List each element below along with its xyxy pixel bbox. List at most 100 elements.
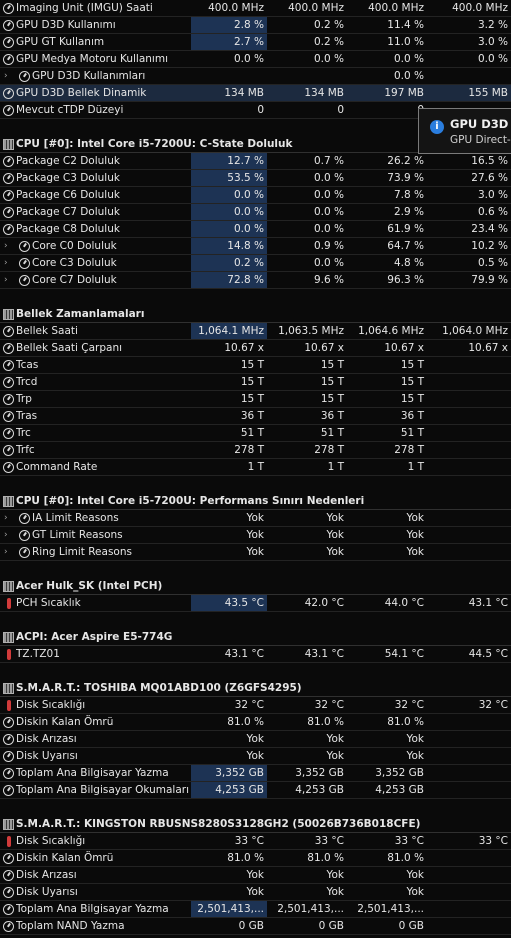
sensor-row[interactable]: › GT Limit Reasons Yok Yok Yok bbox=[0, 527, 511, 544]
sensor-row[interactable]: GPU D3D Kullanımı 2.8 % 0.2 % 11.4 % 3.2 % bbox=[0, 17, 511, 34]
gauge-icon bbox=[19, 71, 30, 82]
sensor-row[interactable]: Toplam Ana Bilgisayar Okumaları 4,253 GB 4… bbox=[0, 782, 511, 799]
gauge-icon bbox=[3, 904, 14, 915]
info-icon: i bbox=[430, 120, 444, 134]
sensor-row[interactable]: Diskin Kalan Ömrü 81.0 % 81.0 % 81.0 % bbox=[0, 850, 511, 867]
max-value: Yok bbox=[406, 869, 424, 881]
min-value: 0.7 % bbox=[313, 155, 344, 167]
current-value: 15 T bbox=[240, 359, 264, 371]
current-value: 2,501,413,... bbox=[191, 901, 267, 917]
sensor-row[interactable]: Trp 15 T 15 T 15 T bbox=[0, 391, 511, 408]
sensor-row[interactable]: Bellek Saati Çarpanı 10.67 x 10.67 x 10.67 … bbox=[0, 340, 511, 357]
section-title: Bellek Zamanlamaları bbox=[16, 308, 145, 320]
gauge-icon bbox=[3, 3, 14, 14]
sensor-row[interactable]: › Ring Limit Reasons Yok Yok Yok bbox=[0, 544, 511, 561]
sensor-row[interactable]: Tras 36 T 36 T 36 T bbox=[0, 408, 511, 425]
min-value: 0.0 % bbox=[313, 206, 344, 218]
sensor-row[interactable]: Toplam Ana Bilgisayar Yazma 3,352 GB 3,352… bbox=[0, 765, 511, 782]
current-value: 10.67 x bbox=[224, 342, 264, 354]
max-value: 2,501,413,... bbox=[357, 903, 424, 915]
avg-value bbox=[431, 782, 511, 798]
min-value: Yok bbox=[326, 512, 344, 524]
chip-icon bbox=[3, 496, 14, 507]
current-value: 0 bbox=[257, 104, 264, 116]
sensor-row[interactable]: PCH Sıcaklık 43.5 °C 42.0 °C 44.0 °C 43.1 °C bbox=[0, 595, 511, 612]
gauge-icon bbox=[3, 360, 14, 371]
sensor-row[interactable]: Disk Arızası Yok Yok Yok bbox=[0, 867, 511, 884]
sensor-row[interactable]: Package C6 Doluluk 0.0 % 0.0 % 7.8 % 3.0 % bbox=[0, 187, 511, 204]
min-value: Yok bbox=[326, 869, 344, 881]
gauge-icon bbox=[3, 768, 14, 779]
sensor-row[interactable]: Disk Uyarısı Yok Yok Yok bbox=[0, 884, 511, 901]
max-value: 15 T bbox=[400, 376, 424, 388]
expand-chevron-icon[interactable]: › bbox=[4, 258, 8, 268]
expand-chevron-icon[interactable]: › bbox=[4, 241, 8, 251]
section-header[interactable]: ACPI: Acer Aspire E5-774G bbox=[0, 629, 511, 646]
sensor-row[interactable]: › Core C0 Doluluk 14.8 % 0.9 % 64.7 % 10.2 % bbox=[0, 238, 511, 255]
sensor-row[interactable]: Package C7 Doluluk 0.0 % 0.0 % 2.9 % 0.6 % bbox=[0, 204, 511, 221]
section-header[interactable]: S.M.A.R.T.: KINGSTON RBUSNS8280S3128GH2 … bbox=[0, 816, 511, 833]
sensor-row[interactable]: Command Rate 1 T 1 T 1 T bbox=[0, 459, 511, 476]
sensor-row[interactable]: Trc 51 T 51 T 51 T bbox=[0, 425, 511, 442]
sensor-row[interactable]: Package C3 Doluluk 53.5 % 0.0 % 73.9 % 27.6 … bbox=[0, 170, 511, 187]
max-value: 33 °C bbox=[394, 835, 424, 847]
sensor-row[interactable]: Trfc 278 T 278 T 278 T bbox=[0, 442, 511, 459]
sensor-row[interactable]: Imaging Unit (IMGU) Saati 400.0 MHz 400.0 … bbox=[0, 0, 511, 17]
section-header[interactable]: CPU [#0]: Intel Core i5-7200U: C-State D… bbox=[0, 136, 511, 153]
sensor-label: Core C3 Doluluk bbox=[32, 257, 117, 269]
sensor-row[interactable]: Disk Arızası Yok Yok Yok bbox=[0, 731, 511, 748]
section-header[interactable]: Bellek Zamanlamaları bbox=[0, 306, 511, 323]
current-value: 51 T bbox=[240, 427, 264, 439]
sensor-row[interactable]: GPU Medya Motoru Kullanımı 0.0 % 0.0 % 0.0 … bbox=[0, 51, 511, 68]
section-header[interactable]: Acer Hulk_SK (Intel PCH) bbox=[0, 578, 511, 595]
current-value: 12.7 % bbox=[191, 153, 267, 169]
sensor-row[interactable]: Disk Uyarısı Yok Yok Yok bbox=[0, 748, 511, 765]
avg-value bbox=[431, 425, 511, 441]
sensor-row[interactable]: Toplam Ana Bilgisayar Yazma 2,501,413,...… bbox=[0, 901, 511, 918]
max-value: 4.8 % bbox=[393, 257, 424, 269]
sensor-row[interactable]: Package C2 Doluluk 12.7 % 0.7 % 26.2 % 16.5 … bbox=[0, 153, 511, 170]
sensor-row[interactable]: › IA Limit Reasons Yok Yok Yok bbox=[0, 510, 511, 527]
avg-value: 44.5 °C bbox=[468, 648, 508, 660]
chip-icon bbox=[3, 139, 14, 150]
sensor-row[interactable]: Disk Sıcaklığı 32 °C 32 °C 32 °C 32 °C bbox=[0, 697, 511, 714]
max-value: 3,352 GB bbox=[375, 767, 424, 779]
expand-chevron-icon[interactable]: › bbox=[4, 547, 8, 557]
min-value: 0.2 % bbox=[313, 19, 344, 31]
sensor-row[interactable]: Disk Sıcaklığı 33 °C 33 °C 33 °C 33 °C bbox=[0, 833, 511, 850]
section-header[interactable]: CPU [#0]: Intel Core i5-7200U: Performan… bbox=[0, 493, 511, 510]
spacer-row bbox=[0, 612, 511, 629]
sensor-row[interactable]: Diskin Kalan Ömrü 81.0 % 81.0 % 81.0 % bbox=[0, 714, 511, 731]
current-value: Yok bbox=[246, 512, 264, 524]
sensor-row[interactable]: Tcas 15 T 15 T 15 T bbox=[0, 357, 511, 374]
sensor-row[interactable]: TZ.TZ01 43.1 °C 43.1 °C 54.1 °C 44.5 °C bbox=[0, 646, 511, 663]
sensor-label: Disk Sıcaklığı bbox=[16, 699, 86, 711]
gauge-icon bbox=[3, 785, 14, 796]
sensor-row[interactable]: GPU GT Kullanım 2.7 % 0.2 % 11.0 % 3.0 % bbox=[0, 34, 511, 51]
max-value: 2.9 % bbox=[393, 206, 424, 218]
expand-chevron-icon[interactable]: › bbox=[4, 275, 8, 285]
avg-value: 400.0 MHz bbox=[452, 2, 508, 14]
gauge-icon bbox=[19, 530, 30, 541]
section-title: Acer Hulk_SK (Intel PCH) bbox=[16, 580, 163, 592]
min-value: 33 °C bbox=[314, 835, 344, 847]
sensor-row[interactable]: › GPU D3D Kullanımları 0.0 % bbox=[0, 68, 511, 85]
expand-chevron-icon[interactable]: › bbox=[4, 513, 8, 523]
section-header[interactable]: S.M.A.R.T.: TOSHIBA MQ01ABD100 (Z6GFS429… bbox=[0, 680, 511, 697]
avg-value: 3.2 % bbox=[477, 19, 508, 31]
sensor-row[interactable]: › Core C3 Doluluk 0.2 % 0.0 % 4.8 % 0.5 % bbox=[0, 255, 511, 272]
expand-chevron-icon[interactable]: › bbox=[4, 530, 8, 540]
sensor-row[interactable]: Bellek Saati 1,064.1 MHz 1,063.5 MHz 1,064.… bbox=[0, 323, 511, 340]
current-value: 0.0 % bbox=[191, 187, 267, 203]
expand-chevron-icon[interactable]: › bbox=[4, 71, 8, 81]
sensor-row[interactable]: › Core C7 Doluluk 72.8 % 9.6 % 96.3 % 79.9 % bbox=[0, 272, 511, 289]
sensor-row[interactable]: Package C8 Doluluk 0.0 % 0.0 % 61.9 % 23.4 % bbox=[0, 221, 511, 238]
max-value: 0 GB bbox=[398, 920, 424, 932]
sensor-row[interactable]: Trcd 15 T 15 T 15 T bbox=[0, 374, 511, 391]
sensor-label: Trfc bbox=[16, 444, 35, 456]
avg-value: 10.67 x bbox=[468, 342, 508, 354]
spacer-row bbox=[0, 799, 511, 816]
sensor-label: TZ.TZ01 bbox=[16, 648, 60, 660]
sensor-row[interactable]: GPU D3D Bellek Dinamik 134 MB 134 MB 197 MB… bbox=[0, 85, 511, 102]
sensor-row[interactable]: Toplam NAND Yazma 0 GB 0 GB 0 GB bbox=[0, 918, 511, 935]
